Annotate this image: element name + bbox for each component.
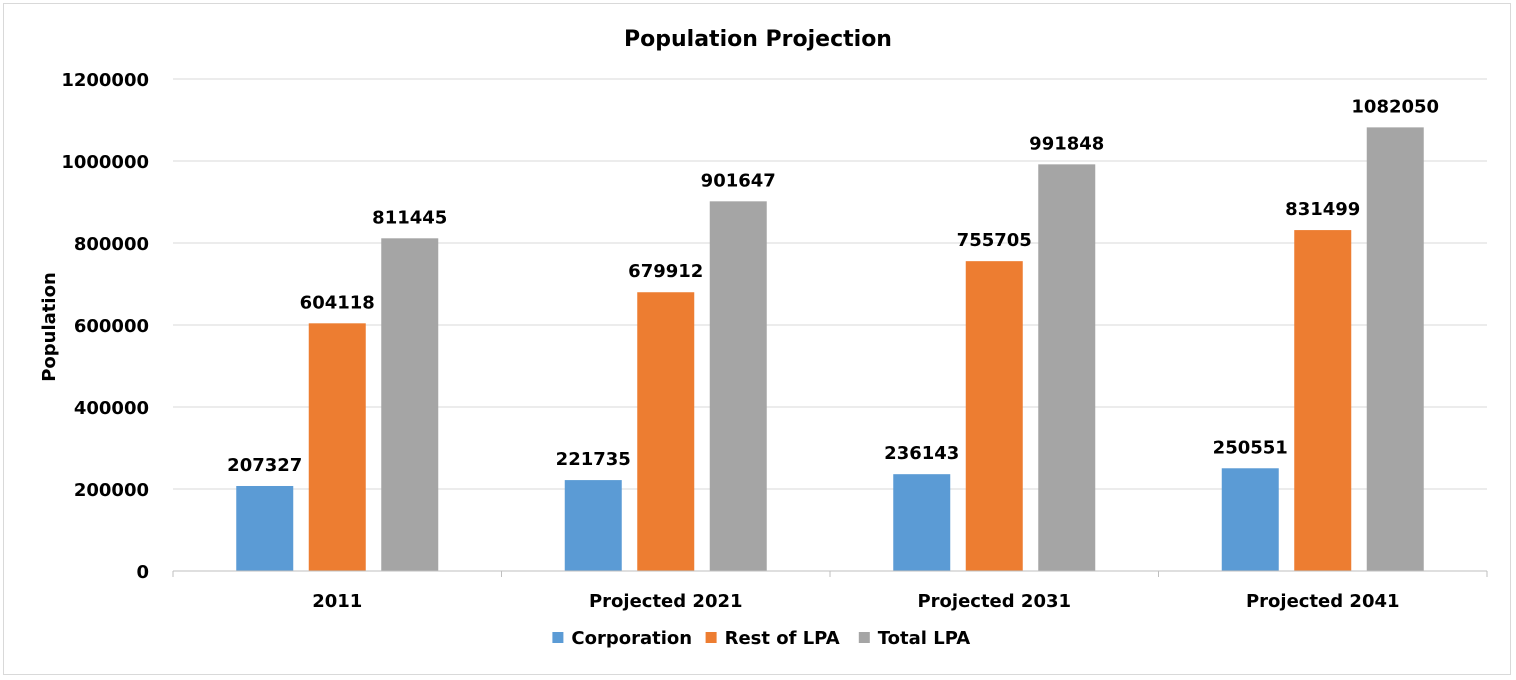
y-tick-label: 1200000 bbox=[61, 70, 149, 91]
legend-label: Total LPA bbox=[878, 628, 970, 649]
bar-rest-of-lpa bbox=[308, 323, 366, 571]
x-tick-label: Projected 2031 bbox=[917, 591, 1071, 612]
chart-title: Population Projection bbox=[624, 27, 892, 52]
data-label: 236143 bbox=[884, 443, 959, 464]
bar-corporation bbox=[1221, 468, 1279, 571]
x-tick-label: 2011 bbox=[312, 591, 362, 612]
bars bbox=[236, 127, 1424, 572]
y-tick-label: 400000 bbox=[74, 398, 149, 419]
data-label: 811445 bbox=[372, 207, 447, 228]
population-bar-chart: Population Projection Population 0 200000… bbox=[39, 27, 1488, 649]
data-label: 679912 bbox=[628, 261, 703, 282]
bar-total-lpa bbox=[1038, 164, 1096, 571]
data-label: 250551 bbox=[1213, 437, 1288, 458]
y-tick-label: 1000000 bbox=[61, 152, 149, 173]
data-label: 991848 bbox=[1029, 133, 1104, 154]
data-label: 831499 bbox=[1285, 199, 1360, 220]
x-tick-label: Projected 2021 bbox=[589, 591, 743, 612]
bar-rest-of-lpa bbox=[1294, 230, 1352, 572]
bar-total-lpa bbox=[381, 238, 439, 571]
legend: Corporation Rest of LPA Total LPA bbox=[552, 628, 970, 649]
y-axis-ticks: 0 200000 400000 600000 800000 1000000 1200000 bbox=[61, 70, 149, 583]
legend-swatch-corporation bbox=[552, 632, 564, 643]
data-label: 221735 bbox=[556, 449, 631, 470]
bar-corporation bbox=[564, 480, 622, 571]
gridlines bbox=[173, 78, 1487, 490]
bar-rest-of-lpa bbox=[637, 292, 695, 571]
y-tick-label: 200000 bbox=[74, 480, 149, 501]
legend-label: Corporation bbox=[571, 628, 692, 649]
x-axis: 2011 Projected 2021 Projected 2031 Projecte… bbox=[172, 570, 1488, 612]
y-tick-label: 600000 bbox=[74, 316, 149, 337]
bar-corporation bbox=[893, 474, 951, 571]
bar-total-lpa bbox=[709, 201, 767, 571]
data-label: 901647 bbox=[701, 170, 776, 191]
legend-swatch-rest-of-lpa bbox=[705, 632, 717, 643]
chart-frame: Population Projection Population 0 200000… bbox=[3, 3, 1511, 675]
data-label: 1082050 bbox=[1351, 96, 1439, 117]
y-axis-title: Population bbox=[39, 272, 60, 382]
y-tick-label: 0 bbox=[136, 562, 149, 583]
data-labels: 207327 221735 236143 250551 604118 679912 7557… bbox=[227, 96, 1439, 476]
y-tick-label: 800000 bbox=[74, 234, 149, 255]
bar-rest-of-lpa bbox=[965, 261, 1023, 571]
data-label: 604118 bbox=[300, 292, 375, 313]
bar-corporation bbox=[236, 485, 294, 571]
data-label: 207327 bbox=[227, 455, 302, 476]
x-tick-label: Projected 2041 bbox=[1246, 591, 1400, 612]
legend-swatch-total-lpa bbox=[858, 632, 870, 643]
bar-total-lpa bbox=[1366, 127, 1424, 571]
data-label: 755705 bbox=[957, 230, 1032, 251]
legend-label: Rest of LPA bbox=[725, 628, 840, 649]
